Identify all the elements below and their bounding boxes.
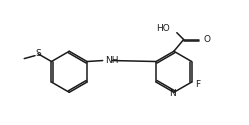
Text: HO: HO [156, 24, 170, 33]
Text: F: F [195, 80, 201, 88]
Text: O: O [203, 35, 210, 44]
Text: N: N [170, 89, 176, 98]
Text: S: S [35, 49, 41, 58]
Text: NH: NH [105, 56, 118, 65]
